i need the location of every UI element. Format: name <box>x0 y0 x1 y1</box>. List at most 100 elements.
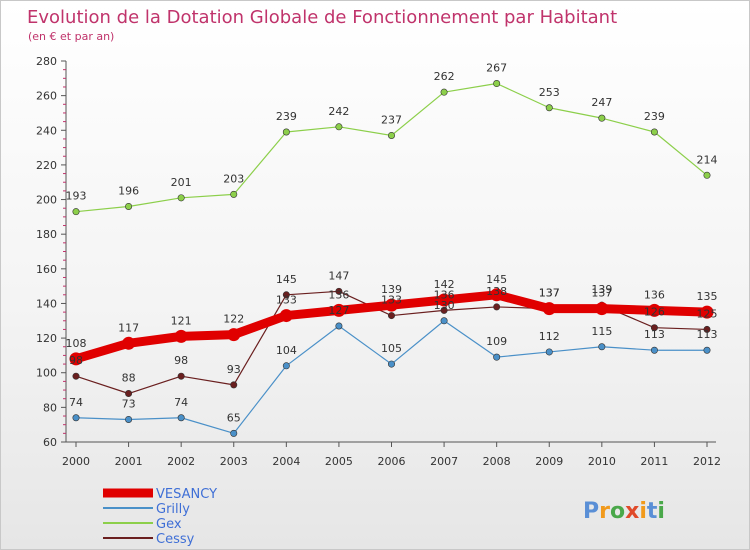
y-tick-label: 280 <box>36 55 57 68</box>
data-label-vesancy: 139 <box>381 283 402 296</box>
data-label-gex: 262 <box>434 70 455 83</box>
point-vesancy <box>490 288 504 302</box>
y-tick-label: 240 <box>36 124 57 137</box>
x-tick-label: 2010 <box>588 455 616 468</box>
data-label-gex: 203 <box>223 172 244 185</box>
data-label-cessy: 88 <box>122 372 136 385</box>
data-label-grilly: 73 <box>122 397 136 410</box>
data-label-cessy: 137 <box>539 287 560 300</box>
data-label-cessy: 147 <box>328 269 349 282</box>
x-tick-label: 2009 <box>535 455 563 468</box>
data-label-vesancy: 137 <box>591 287 612 300</box>
x-tick-label: 2011 <box>640 455 668 468</box>
point-vesancy <box>69 352 83 366</box>
data-label-grilly: 112 <box>539 330 560 343</box>
point-grilly <box>72 414 80 422</box>
point-grilly <box>440 317 448 325</box>
x-tick-label: 2004 <box>272 455 300 468</box>
data-label-grilly: 127 <box>328 304 349 317</box>
y-tick-label: 180 <box>36 228 57 241</box>
y-tick-label: 160 <box>36 263 57 276</box>
point-vesancy <box>595 302 609 316</box>
point-grilly <box>282 362 290 370</box>
point-cessy <box>387 312 395 320</box>
point-vesancy <box>332 303 346 317</box>
data-label-grilly: 113 <box>644 328 665 341</box>
point-grilly <box>650 346 658 354</box>
x-tick-label: 2006 <box>378 455 406 468</box>
data-label-vesancy: 121 <box>171 314 192 327</box>
x-tick-label: 2003 <box>220 455 248 468</box>
x-tick-label: 2000 <box>62 455 90 468</box>
point-cessy <box>493 303 501 311</box>
point-grilly <box>335 322 343 330</box>
point-vesancy <box>385 298 398 312</box>
data-label-grilly: 113 <box>697 328 718 341</box>
legend-label-cessy: Cessy <box>156 532 195 547</box>
point-vesancy <box>279 309 293 323</box>
legend-label-gex: Gex <box>156 517 182 532</box>
data-label-grilly: 104 <box>276 344 297 357</box>
point-grilly <box>545 348 553 356</box>
data-label-grilly: 130 <box>434 299 455 312</box>
chart-subtitle: (en € et par an) <box>28 30 114 43</box>
data-label-cessy: 139 <box>591 283 612 296</box>
x-tick-label: 2012 <box>693 455 721 468</box>
data-labels: 193 196 201 203 239 242 237 262 267 253 247 239 214 7… <box>66 62 718 425</box>
x-tick-label: 2008 <box>483 455 511 468</box>
point-cessy <box>703 325 711 333</box>
point-vesancy <box>700 305 714 319</box>
y-tick-label: 260 <box>36 90 57 103</box>
y-tick-label: 60 <box>43 436 57 449</box>
point-gex <box>335 123 343 131</box>
point-gex <box>177 194 185 202</box>
y-tick-label: 120 <box>36 332 57 345</box>
point-cessy <box>335 287 343 295</box>
point-grilly <box>177 414 185 422</box>
point-cessy <box>125 390 133 398</box>
y-tick-label: 80 <box>43 401 57 414</box>
point-grilly <box>230 429 238 437</box>
data-label-gex: 201 <box>171 176 192 189</box>
point-vesancy <box>542 302 556 316</box>
series-line-gex <box>75 82 708 213</box>
x-tick-label: 2001 <box>115 455 143 468</box>
data-label-gex: 267 <box>486 62 507 75</box>
point-gex <box>72 208 80 216</box>
point-cessy <box>440 306 448 314</box>
data-label-gex: 239 <box>644 110 665 123</box>
data-label-vesancy: 142 <box>434 278 455 291</box>
data-label-grilly: 65 <box>227 411 241 424</box>
data-label-vesancy: 137 <box>539 287 560 300</box>
y-tick-label: 200 <box>36 194 57 207</box>
x-ticks: 2000 2001 2002 2003 2004 2005 2006 2007 2008 2009… <box>62 442 721 468</box>
point-vesancy <box>227 328 241 342</box>
data-label-cessy: 126 <box>644 306 665 319</box>
x-tick-label: 2005 <box>325 455 353 468</box>
data-label-cessy: 138 <box>486 285 507 298</box>
data-label-grilly: 109 <box>486 335 507 348</box>
data-label-gex: 196 <box>118 184 139 197</box>
series-layer <box>69 80 714 437</box>
x-tick-label: 2007 <box>430 455 458 468</box>
point-gex <box>703 171 711 179</box>
point-vesancy <box>437 293 451 307</box>
logo-text: Proxiti <box>583 499 665 524</box>
point-cessy <box>177 372 185 380</box>
data-label-grilly: 74 <box>69 396 83 409</box>
data-label-grilly: 115 <box>591 325 612 338</box>
legend-label-grilly: Grilly <box>156 502 190 517</box>
data-label-vesancy: 133 <box>276 294 297 307</box>
data-label-gex: 242 <box>328 105 349 118</box>
data-label-gex: 193 <box>66 190 87 203</box>
y-ticks: 60 80 100 120 140 160 180 200 220 240 260 280 <box>36 55 66 449</box>
point-gex <box>493 80 501 88</box>
data-label-vesancy: 145 <box>486 273 507 286</box>
data-label-cessy: 136 <box>434 288 455 301</box>
proxiti-logo: Proxiti <box>583 499 665 524</box>
point-cessy <box>650 324 658 332</box>
point-gex <box>282 128 290 136</box>
legend-label-vesancy: VESANCY <box>156 487 217 502</box>
